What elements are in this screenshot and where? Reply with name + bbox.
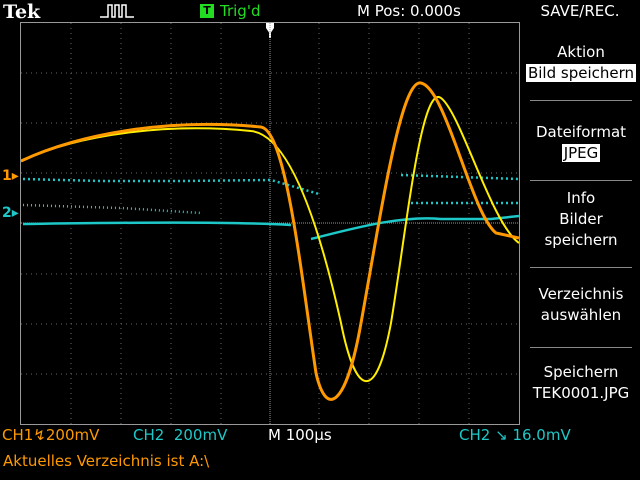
menu-dir-line1: Verzeichnis bbox=[538, 285, 624, 303]
menu-info-line1: Info bbox=[566, 189, 596, 207]
menu-save[interactable]: Speichern TEK0001.JPG bbox=[522, 362, 640, 404]
menu-file-format[interactable]: Dateiformat JPEG bbox=[522, 122, 640, 164]
trigger-status: T Trig'd bbox=[200, 2, 260, 20]
menu-save-line1: Speichern bbox=[543, 363, 619, 381]
falling-edge-icon: ↘ bbox=[495, 426, 508, 444]
menu-divider bbox=[530, 180, 632, 181]
side-menu: Aktion Bild speichern Dateiformat JPEG I… bbox=[522, 22, 640, 425]
ch2-marker: 2▸ bbox=[2, 205, 19, 221]
menu-title: SAVE/REC. bbox=[540, 2, 620, 20]
brand-logo: Tek bbox=[3, 1, 41, 23]
menu-divider bbox=[530, 100, 632, 101]
waveform-display bbox=[20, 23, 520, 424]
menu-select-directory[interactable]: Verzeichnis auswählen bbox=[522, 284, 640, 326]
menu-info-line3: speichern bbox=[544, 231, 618, 249]
ch2-trace bbox=[22, 173, 520, 241]
status-message: Aktuelles Verzeichnis ist A:\ bbox=[3, 452, 210, 470]
menu-format-label: Dateiformat bbox=[535, 123, 627, 141]
menu-divider bbox=[530, 267, 632, 268]
ch1-trace bbox=[20, 81, 520, 401]
bandwidth-arrow-icon: ↯ bbox=[33, 426, 46, 444]
acquisition-icon bbox=[100, 2, 134, 24]
main-position: M Pos: 0.000s bbox=[357, 2, 461, 20]
ch2-scale: CH2 200mV bbox=[133, 426, 228, 444]
menu-save-line2: TEK0001.JPG bbox=[532, 384, 630, 402]
waveform-graticule bbox=[20, 22, 520, 425]
menu-info[interactable]: Info Bilder speichern bbox=[522, 188, 640, 251]
menu-divider bbox=[530, 347, 632, 348]
trigger-status-text: Trig'd bbox=[220, 2, 261, 20]
menu-format-value: JPEG bbox=[561, 144, 601, 162]
ch1-scale: CH1↯200mV bbox=[2, 426, 100, 444]
ch1-marker: 1▸ bbox=[2, 168, 19, 184]
menu-info-line2: Bilder bbox=[559, 210, 603, 228]
top-status-bar: Tek T Trig'd M Pos: 0.000s SAVE/REC. bbox=[0, 0, 640, 24]
menu-action[interactable]: Aktion Bild speichern bbox=[522, 42, 640, 84]
trigger-readout: CH2 ↘ 16.0mV bbox=[459, 426, 571, 444]
menu-action-value: Bild speichern bbox=[525, 64, 637, 82]
menu-dir-line2: auswählen bbox=[540, 306, 622, 324]
timebase: M 100µs bbox=[268, 426, 332, 444]
trigger-badge: T bbox=[200, 4, 214, 18]
bottom-status-bar: CH1↯200mV CH2 200mV M 100µs CH2 ↘ 16.0mV bbox=[0, 426, 640, 446]
menu-action-label: Aktion bbox=[557, 43, 605, 61]
ch1-ref-trace bbox=[20, 96, 520, 383]
